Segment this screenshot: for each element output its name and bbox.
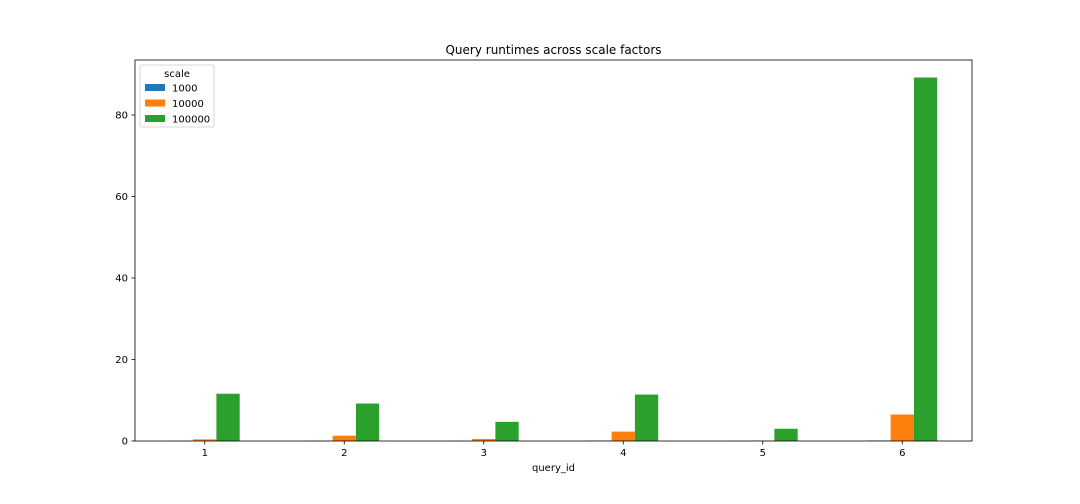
x-tick-label: 3 <box>481 448 487 459</box>
bar-100000-query-6 <box>913 77 938 442</box>
x-axis-label: query_id <box>532 463 575 474</box>
bar-100000-query-5 <box>774 428 798 441</box>
bar-10000-query-4 <box>611 431 635 441</box>
bar-100000-query-4 <box>634 394 659 441</box>
legend-label-10000: 10000 <box>172 99 204 110</box>
x-tick-label: 5 <box>760 448 766 459</box>
bar-10000-query-3 <box>472 438 496 441</box>
legend-box <box>139 64 215 128</box>
bar-100000-query-1 <box>216 393 240 441</box>
legend-swatch-100000 <box>145 115 165 122</box>
legend-label-100000: 100000 <box>172 115 210 126</box>
legend-items: 1000 10000 100000 <box>145 84 210 126</box>
bar-100000-query-3 <box>495 421 519 441</box>
bar-10000-query-1 <box>193 439 217 441</box>
bars-group <box>169 77 938 442</box>
bar-10000-query-2 <box>332 435 356 441</box>
y-axis-ticks: 0 20 40 60 80 <box>115 111 135 448</box>
y-tick-label: 0 <box>122 437 128 448</box>
y-tick-label: 80 <box>115 111 128 122</box>
x-axis-ticks: 1 2 3 4 5 6 <box>202 441 905 459</box>
y-tick-label: 40 <box>115 274 128 285</box>
x-tick-label: 2 <box>341 448 347 459</box>
legend-swatch-10000 <box>145 99 165 107</box>
plot-frame <box>134 59 973 442</box>
x-tick-label: 6 <box>899 448 905 459</box>
bar-100000-query-2 <box>355 403 380 441</box>
legend-swatch-1000 <box>145 84 165 91</box>
legend-title: scale <box>164 69 190 80</box>
chart-title: Query runtimes across scale factors <box>445 43 661 57</box>
y-tick-label: 60 <box>115 192 128 203</box>
bar-10000-query-6 <box>890 414 914 441</box>
y-tick-label: 20 <box>115 355 128 366</box>
legend-label-1000: 1000 <box>172 84 197 95</box>
x-tick-label: 4 <box>620 448 626 459</box>
legend: scale 1000 10000 100000 <box>139 64 215 128</box>
x-tick-label: 1 <box>202 448 208 459</box>
